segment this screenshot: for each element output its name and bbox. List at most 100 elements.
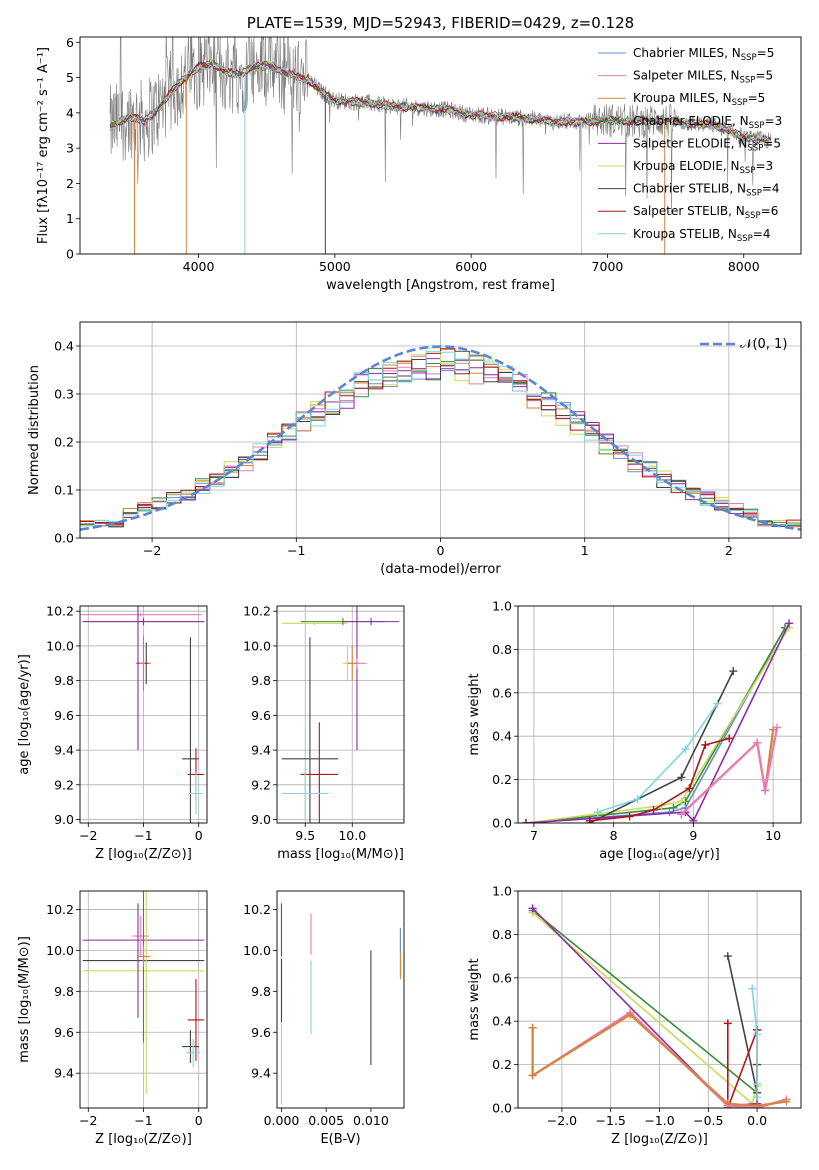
x-tick-label: 0.010: [353, 1113, 389, 1128]
spectrum-panel: 4000 5000 6000 7000 8000 0 1 2 3 4 5 6 wavelength [A…: [36, 14, 802, 293]
x-tick-label: 0: [195, 1113, 203, 1128]
y-tick-label: 9.4: [54, 1066, 74, 1081]
age-vs-metallicity-panel: −2 −1 0 9.0 9.2 9.4 9.6 9.8 10.0 10.2 Z [log₁₀(Z/Z…: [17, 604, 208, 862]
legend-label: Kroupa STELIB, NSSP=4: [633, 227, 771, 244]
legend-label: Salpeter ELODIE, NSSP=5: [633, 136, 781, 153]
model-spectrum-line: [109, 60, 772, 146]
legend-label: Kroupa ELODIE, NSSP=3: [633, 159, 773, 176]
data-point-marker: [753, 1080, 762, 1089]
mass-weight-line: [531, 1013, 787, 1107]
data-point-marker: [748, 984, 757, 993]
data-point-marker: [633, 795, 642, 804]
x-axis-label: mass [log₁₀(M/M⊙)]: [277, 847, 404, 862]
y-tick-label: 0.2: [54, 435, 74, 450]
plot-area: [82, 891, 205, 1094]
y-tick-label: 0: [66, 247, 74, 262]
mass-weight-line: [525, 623, 790, 823]
normal-distribution-curve: [80, 345, 801, 531]
y-tick-label: 0.4: [492, 729, 512, 744]
y-tick-label: 6: [66, 35, 74, 50]
y-tick-label: 9.6: [251, 1025, 271, 1040]
x-tick-label: 10.0: [338, 828, 366, 843]
x-tick-label: −2.0: [547, 1113, 577, 1128]
x-tick-label: 10: [765, 828, 781, 843]
residual-histogram-panel: −2 −1 0 1 2 0.0 0.1 0.2 0.3 0.4 (data-model)/error…: [27, 321, 802, 577]
data-point-marker: [689, 816, 698, 823]
mass-weight-line: [525, 627, 786, 823]
mass-weight-line: [680, 727, 779, 816]
y-tick-label: 9.2: [54, 777, 74, 792]
y-tick-label: 1: [66, 211, 74, 226]
y-tick-label: 1.0: [492, 884, 512, 899]
data-point-marker: [681, 745, 690, 754]
y-tick-label: 0.6: [492, 685, 512, 700]
x-tick-label: 8000: [728, 259, 760, 274]
y-tick-label: 0.0: [54, 531, 74, 546]
mass-weight-line: [597, 703, 718, 813]
y-tick-label: 0.2: [492, 1057, 512, 1072]
x-tick-label: 6000: [455, 259, 487, 274]
y-axis-label: mass weight: [467, 958, 482, 1040]
model-spectrum-line: [109, 59, 772, 146]
y-tick-label: 9.8: [54, 984, 74, 999]
data-point-marker: [677, 810, 686, 819]
x-tick-label: −0.5: [693, 1113, 723, 1128]
data-point-marker: [528, 904, 537, 913]
x-tick-label: 0.005: [308, 1113, 344, 1128]
y-tick-label: 9.2: [251, 777, 271, 792]
data-point-marker: [528, 1071, 537, 1080]
plot-area: [528, 904, 791, 1108]
plot-area: [281, 606, 400, 823]
mass-weight-line: [589, 670, 734, 823]
data-point-marker: [753, 1101, 762, 1108]
y-tick-label: 9.6: [54, 708, 74, 723]
residual-histogram-step: [80, 348, 801, 538]
data-point-marker: [528, 1023, 537, 1032]
x-tick-label: 5000: [319, 259, 351, 274]
y-tick-label: 9.6: [251, 708, 271, 723]
mass-weight-line: [525, 627, 790, 823]
data-point-marker: [677, 773, 686, 782]
plot-area: [80, 345, 801, 538]
data-point-marker: [713, 699, 722, 708]
mass-weight-line: [589, 737, 730, 822]
y-tick-label: 0.2: [492, 772, 512, 787]
y-tick-label: 9.8: [251, 673, 271, 688]
y-tick-label: 0.6: [492, 970, 512, 985]
x-tick-label: 7000: [592, 259, 624, 274]
data-point-marker: [729, 667, 738, 676]
mass-weight-vs-age-panel: 7 8 9 10 0.0 0.2 0.4 0.6 0.8 1.0 age [log₁₀(age/yr…: [467, 599, 802, 862]
y-tick-label: 9.4: [251, 743, 271, 758]
legend-label: Kroupa MILES, NSSP=5: [633, 91, 765, 108]
y-tick-label: 9.8: [251, 984, 271, 999]
x-tick-label: 0: [195, 828, 203, 843]
legend-label: Salpeter STELIB, NSSP=6: [633, 204, 778, 221]
x-tick-label: 9.5: [295, 828, 315, 843]
x-tick-label: 0.0: [747, 1113, 767, 1128]
y-tick-label: 5: [66, 70, 74, 85]
x-axis-label: age [log₁₀(age/yr)]: [599, 847, 720, 862]
x-tick-label: −1: [134, 828, 152, 843]
y-tick-label: 10.2: [46, 902, 74, 917]
chart-title: PLATE=1539, MJD=52943, FIBERID=0429, z=0…: [247, 14, 634, 32]
y-axis-label: mass weight: [467, 673, 482, 755]
y-tick-label: 10.0: [46, 638, 74, 653]
y-tick-label: 0.0: [492, 816, 512, 831]
y-tick-label: 1.0: [492, 599, 512, 614]
data-point-marker: [761, 786, 770, 795]
x-tick-label: −1: [134, 1113, 152, 1128]
x-axis-label: (data-model)/error: [380, 562, 501, 577]
data-point-marker: [723, 1019, 732, 1028]
mass-weight-line: [525, 627, 786, 823]
plot-area: [109, 37, 772, 254]
data-point-marker: [723, 952, 732, 961]
y-tick-label: 0.8: [492, 927, 512, 942]
x-tick-label: −1.0: [644, 1113, 674, 1128]
model-spectrum-line: [109, 62, 772, 144]
y-tick-label: 9.6: [54, 1025, 74, 1040]
axes-frame: [517, 605, 802, 824]
data-point-marker: [753, 1093, 762, 1102]
x-axis-label: Z [log₁₀(Z/Z⊙)]: [95, 1132, 192, 1147]
y-tick-label: 9.8: [54, 673, 74, 688]
